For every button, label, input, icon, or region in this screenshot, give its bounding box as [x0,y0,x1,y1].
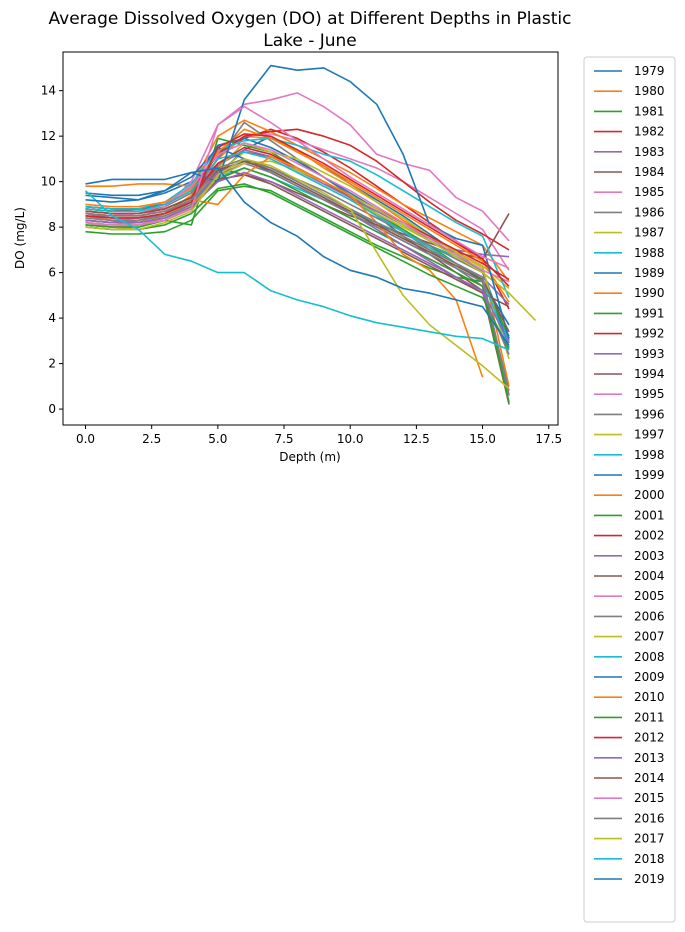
legend-label-2015: 2015 [634,791,665,805]
series-line-2018 [84,190,510,351]
legend-label-2010: 2010 [634,690,665,704]
y-tick-label: 0 [48,402,56,416]
legend-label-1985: 1985 [634,185,665,199]
legend-label-1996: 1996 [634,407,665,421]
legend-label-2013: 2013 [634,751,665,765]
legend-label-1990: 1990 [634,286,665,300]
series-line-2015 [85,105,510,269]
series-line-1993 [85,149,510,258]
series-line-2010 [85,155,484,378]
series-line-2013 [85,171,510,344]
legend-label-1987: 1987 [634,226,665,240]
x-tick-label: 12.5 [403,432,430,446]
legend: 1979 1980 1981 1982 1983 1984 1985 1986 1987 1988… [583,56,676,923]
series-line-1992 [85,128,510,251]
legend-label-1995: 1995 [634,387,665,401]
y-axis-ticks: 0 2 4 6 8 10 12 14 [41,84,63,416]
legend-label-1993: 1993 [634,347,665,361]
legend-label-2008: 2008 [634,650,665,664]
legend-label-2006: 2006 [634,609,665,623]
x-tick-label: 7.5 [274,432,293,446]
plot-lines [84,64,537,405]
series-line-2011 [85,183,510,351]
legend-label-2009: 2009 [634,670,665,684]
legend-label-2003: 2003 [634,549,665,563]
x-axis-ticks: 0.0 2.5 5.0 7.5 10.0 12.5 15.0 17.5 [76,425,562,446]
legend-label-2018: 2018 [634,852,665,866]
series-line-2016 [85,158,510,396]
plot-frame [62,51,559,426]
legend-label-2000: 2000 [634,488,665,502]
x-axis-label: Depth (m) [279,450,340,464]
legend-label-2016: 2016 [634,811,665,825]
chart-title-line2: Lake - June [263,31,357,51]
y-tick-label: 14 [41,84,56,98]
legend-label-1994: 1994 [634,367,665,381]
y-tick-label: 10 [41,175,56,189]
legend-label-1983: 1983 [634,145,665,159]
y-tick-label: 8 [48,220,56,234]
legend-label-2011: 2011 [634,710,665,724]
legend-label-1991: 1991 [634,306,665,320]
legend-label-1998: 1998 [634,448,665,462]
series-line-2008 [85,151,510,348]
x-tick-label: 15.0 [469,432,496,446]
series-line-2014 [85,160,510,333]
legend-label-2019: 2019 [634,872,665,886]
legend-label-2017: 2017 [634,832,665,846]
x-tick-label: 5.0 [208,432,227,446]
legend-label-2005: 2005 [634,589,665,603]
x-tick-label: 17.5 [535,432,562,446]
legend-label-1999: 1999 [634,468,665,482]
legend-label-1992: 1992 [634,327,665,341]
series-line-2000 [85,128,510,303]
legend-label-1980: 1980 [634,84,665,98]
legend-label-1982: 1982 [634,125,665,139]
series-line-2019 [85,167,510,346]
chart-title-line1: Average Dissolved Oxygen (DO) at Differe… [49,9,572,29]
y-tick-label: 4 [48,311,56,325]
legend-label-2007: 2007 [634,630,665,644]
x-tick-label: 0.0 [76,432,95,446]
y-axis-label: DO (mg/L) [13,207,27,269]
legend-label-1988: 1988 [634,246,665,260]
legend-label-2014: 2014 [634,771,665,785]
series-line-2017 [85,158,510,390]
y-tick-label: 2 [48,357,56,371]
legend-label-1979: 1979 [634,64,665,78]
series-line-2012 [85,133,510,287]
x-tick-label: 2.5 [142,432,161,446]
legend-label-1997: 1997 [634,428,665,442]
legend-label-1984: 1984 [634,165,665,179]
legend-label-2002: 2002 [634,529,665,543]
series-line-2001 [85,167,510,403]
legend-label-2004: 2004 [634,569,665,583]
x-tick-label: 10.0 [337,432,364,446]
legend-label-1986: 1986 [634,205,665,219]
y-tick-label: 6 [48,266,56,280]
legend-label-1981: 1981 [634,104,665,118]
y-tick-label: 12 [41,129,56,143]
legend-label-2012: 2012 [634,731,665,745]
series-line-2006 [85,162,510,392]
legend-label-1989: 1989 [634,266,665,280]
legend-label-2001: 2001 [634,508,665,522]
